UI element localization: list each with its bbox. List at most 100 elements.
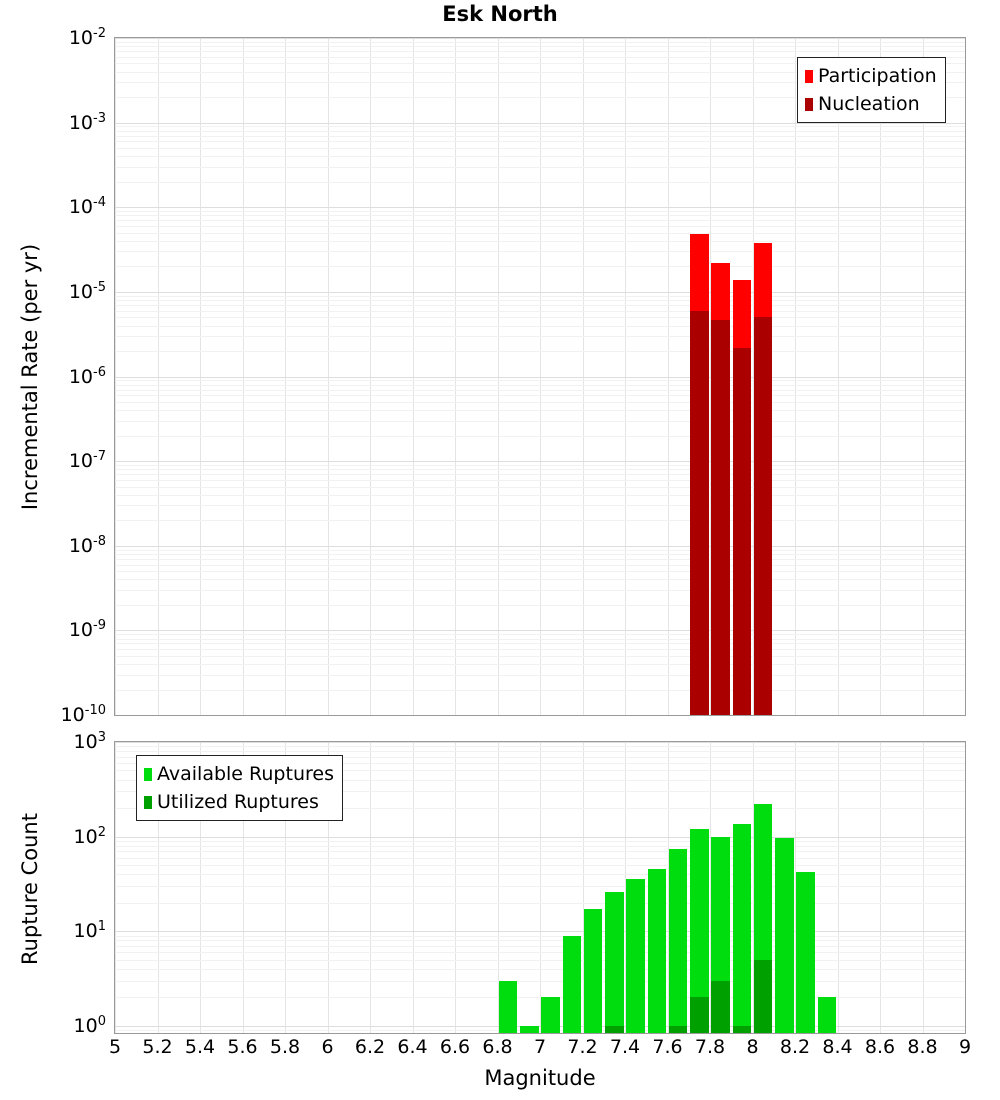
x-tick-label: 7: [533, 1036, 547, 1058]
available-ruptures-bar: [498, 980, 518, 1033]
gridline-major: [115, 207, 965, 209]
gridline-minor: [115, 564, 965, 566]
x-tick-label: 6: [321, 1036, 334, 1058]
gridline-minor: [115, 220, 965, 222]
gridline-minor: [115, 520, 965, 522]
gridline-minor: [115, 41, 965, 43]
gridline-minor: [115, 435, 965, 437]
nucleation-bar: [690, 310, 709, 715]
gridline-minor: [115, 751, 965, 753]
gridline-minor: [115, 325, 965, 327]
gridline-minor: [115, 71, 965, 73]
y-tick-label: 103: [73, 730, 106, 753]
available-ruptures-bar: [796, 872, 815, 1033]
gridline-minor: [115, 808, 965, 810]
x-tick-label: 7.6: [652, 1036, 683, 1058]
gridline-minor: [115, 82, 965, 84]
legend-entry-participation: Participation: [805, 62, 937, 90]
gridline-major: [115, 545, 965, 547]
x-tick-label: 5.8: [269, 1036, 301, 1058]
legend-label: Available Ruptures: [157, 763, 334, 785]
gridline-vertical: [837, 742, 839, 1033]
x-axis-label: Magnitude: [484, 1066, 596, 1090]
available-ruptures-bar: [583, 909, 603, 1033]
available-ruptures-bar: [626, 878, 645, 1033]
available-ruptures-bar: [647, 869, 667, 1033]
gridline-vertical: [752, 742, 754, 1033]
y-tick-label: 100: [73, 1013, 106, 1037]
gridline-minor: [115, 211, 965, 213]
gridline-minor: [115, 968, 965, 970]
gridline-minor: [115, 135, 965, 137]
gridline-vertical: [455, 742, 456, 1033]
gridline-vertical: [327, 742, 329, 1033]
y-tick-label: 10-10: [60, 703, 106, 726]
gridline-minor: [115, 494, 965, 496]
x-tick-label: 6.4: [397, 1036, 428, 1058]
y-tick-label: 10-2: [68, 26, 106, 49]
available-ruptures-bar: [817, 997, 837, 1033]
chart-title: Esk North: [442, 2, 558, 26]
legend-swatch-icon: [144, 795, 152, 809]
available-ruptures-bar: [690, 829, 709, 1033]
gridline-minor: [115, 486, 965, 488]
gridline-minor: [115, 505, 965, 507]
gridline-minor: [115, 295, 965, 297]
gridline-vertical: [285, 742, 286, 1033]
available-ruptures-bar: [520, 1025, 539, 1033]
gridline-vertical: [710, 742, 711, 1033]
gridline-minor: [115, 980, 965, 982]
gridline-minor: [115, 638, 965, 640]
gridline-minor: [115, 746, 965, 748]
x-tick-label: 8.6: [864, 1036, 896, 1058]
gridline-minor: [115, 959, 965, 961]
gridline-minor: [115, 464, 965, 466]
gridline-minor: [115, 130, 965, 132]
x-tick-label: 5.2: [142, 1036, 173, 1058]
y-tick-label: 10-8: [68, 533, 106, 557]
gridline-minor: [115, 579, 965, 581]
gridline-minor: [115, 310, 965, 312]
gridline-minor: [115, 97, 965, 99]
gridline-major: [115, 931, 965, 933]
gridline-minor: [115, 141, 965, 143]
gridline-vertical: [115, 742, 116, 1033]
gridline-vertical: [667, 742, 669, 1033]
gridline-minor: [115, 779, 965, 781]
x-tick-label: 6.2: [354, 1036, 386, 1058]
gridline-minor: [115, 469, 965, 471]
gridline-minor: [115, 997, 965, 999]
gridline-minor: [115, 63, 965, 65]
gridline-minor: [115, 935, 965, 937]
gridline-minor: [115, 156, 965, 158]
gridline-minor: [115, 553, 965, 555]
gridline-minor: [115, 300, 965, 302]
rate-legend: Participation Nucleation: [797, 57, 946, 123]
y-tick-label: 101: [73, 919, 106, 943]
gridline-vertical: [922, 742, 924, 1033]
gridline-minor: [115, 336, 965, 338]
gridline-minor: [115, 549, 965, 551]
gridline-minor: [115, 56, 965, 58]
gridline-minor: [115, 251, 965, 253]
nucleation-bar: [732, 347, 752, 715]
legend-swatch-icon: [805, 69, 813, 83]
gridline-major: [115, 836, 965, 838]
gridline-minor: [115, 756, 965, 758]
gridline-vertical: [625, 742, 626, 1033]
utilized-ruptures-bar: [690, 997, 709, 1033]
y-tick-label: 10-7: [68, 449, 106, 473]
top-y-axis-label: Incremental Rate (per yr): [18, 243, 42, 511]
gridline-major: [115, 291, 965, 293]
x-tick-label: 5.4: [184, 1036, 216, 1058]
gridline-minor: [115, 558, 965, 560]
x-tick-label: 8.8: [907, 1036, 938, 1058]
gridline-minor: [115, 181, 965, 183]
gridline-minor: [115, 655, 965, 657]
utilized-ruptures-bar: [732, 1025, 752, 1033]
gridline-major: [115, 1025, 965, 1027]
gridline-minor: [115, 649, 965, 651]
gridline-minor: [115, 51, 965, 53]
gridline-minor: [115, 420, 965, 422]
